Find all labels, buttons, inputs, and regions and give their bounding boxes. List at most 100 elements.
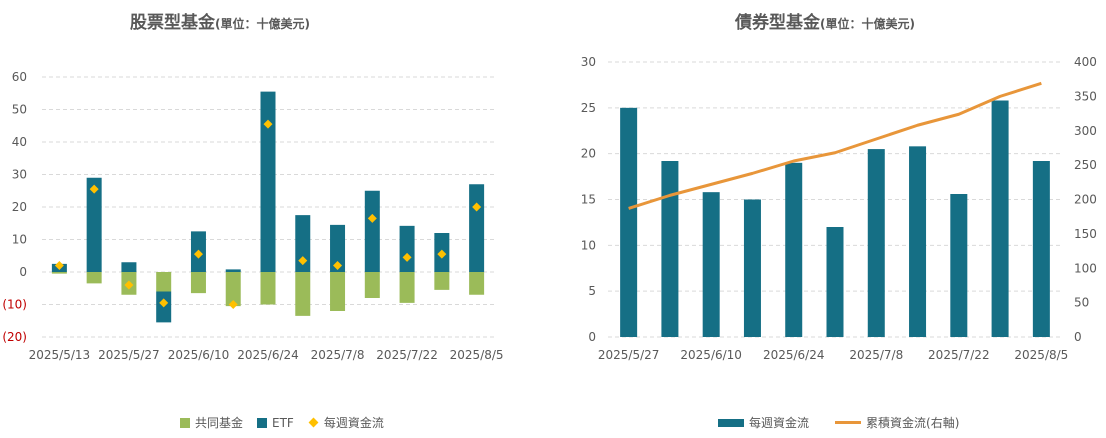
- bond-legend: 每週資金流 累積資金流(右軸): [718, 414, 959, 431]
- equity-marker-weekly-flow: [472, 202, 482, 212]
- equity-bar-mutual-fund: [399, 272, 415, 303]
- bond-bar-weekly-flow: [785, 162, 803, 337]
- equity-marker-weekly-flow: [333, 261, 343, 270]
- equity-bar-mutual-fund: [364, 272, 380, 298]
- equity-marker-weekly-flow: [159, 298, 169, 308]
- equity-title-unit: (單位：十億美元): [215, 17, 310, 31]
- bond-xtick-label: 2025/6/10: [680, 348, 742, 362]
- equity-bar-mutual-fund: [225, 272, 241, 307]
- legend-label-etf: ETF: [272, 415, 294, 430]
- bond-bar-weekly-flow: [743, 199, 761, 337]
- bond-bar-weekly-flow: [909, 146, 927, 337]
- bond-y2tick-label: 150: [1074, 227, 1097, 241]
- bond-ytick-label: 0: [588, 330, 596, 344]
- equity-ytick-label: (20): [2, 330, 27, 344]
- legend-swatch-bond-weekly-flow: [718, 418, 744, 427]
- equity-legend: 共同基金 ETF 每週資金流: [180, 414, 384, 431]
- equity-marker-weekly-flow: [228, 300, 238, 309]
- bond-line-cumulative-flow: [628, 81, 1042, 210]
- equity-xtick-label: 2025/7/8: [311, 348, 365, 362]
- legend-label-cumulative-flow: 累積資金流(右軸): [866, 416, 960, 430]
- equity-bar-etf: [225, 269, 241, 272]
- equity-bar-etf: [295, 215, 311, 272]
- bond-xtick-label: 2025/7/22: [928, 348, 990, 362]
- bond-xtick-label: 2025/6/24: [763, 348, 825, 362]
- equity-marker-weekly-flow: [193, 249, 203, 259]
- bond-bar-weekly-flow: [991, 100, 1009, 337]
- bond-xtick-label: 2025/7/8: [849, 348, 903, 362]
- equity-marker-weekly-flow: [54, 261, 64, 270]
- equity-bar-etf: [86, 177, 102, 272]
- bond-xtick-label: 2025/8/5: [1014, 348, 1068, 362]
- legend-item-weekly-flow: 每週資金流: [308, 414, 384, 431]
- equity-bar-mutual-fund: [86, 272, 102, 284]
- equity-ytick-label: (10): [2, 298, 27, 312]
- bond-title-unit: (單位：十億美元): [820, 17, 915, 31]
- equity-bar-mutual-fund: [190, 272, 206, 294]
- bond-bar-weekly-flow: [661, 161, 679, 337]
- bond-ytick-label: 15: [581, 193, 596, 207]
- bond-ytick-label: 25: [581, 101, 596, 115]
- legend-swatch-mutual-fund: [180, 417, 190, 428]
- equity-chart-title: 股票型基金(單位：十億美元): [0, 8, 440, 33]
- equity-ytick-label: 40: [12, 135, 27, 149]
- bond-bar-weekly-flow: [867, 149, 885, 337]
- bond-y2tick-label: 300: [1074, 124, 1097, 138]
- legend-item-mutual-fund: 共同基金: [180, 414, 243, 431]
- equity-marker-weekly-flow: [367, 213, 377, 223]
- bond-ytick-label: 5: [588, 284, 596, 298]
- equity-xtick-label: 2025/6/10: [168, 348, 230, 362]
- bond-bar-weekly-flow: [950, 194, 968, 337]
- equity-title-main: 股票型基金: [130, 13, 215, 33]
- bond-bar-weekly-flow: [620, 107, 638, 337]
- legend-label-bond-weekly-flow: 每週資金流: [749, 416, 810, 430]
- bond-bar-weekly-flow: [826, 227, 844, 337]
- legend-swatch-etf: [257, 417, 268, 428]
- bond-y2tick-label: 350: [1074, 89, 1097, 103]
- equity-bar-etf: [399, 225, 415, 272]
- equity-bar-etf: [330, 224, 346, 272]
- equity-bar-etf: [260, 91, 276, 272]
- bond-y2tick-label: 250: [1074, 158, 1097, 172]
- bond-y2tick-label: 200: [1074, 193, 1097, 207]
- bond-xtick-label: 2025/5/27: [598, 348, 660, 362]
- bond-ytick-label: 10: [581, 238, 596, 252]
- equity-bar-mutual-fund: [469, 272, 485, 295]
- equity-bar-etf: [469, 184, 485, 272]
- equity-xtick-label: 2025/6/24: [237, 348, 299, 362]
- bond-ytick-label: 30: [581, 55, 596, 69]
- equity-bar-mutual-fund: [260, 272, 276, 305]
- equity-bar-mutual-fund: [51, 272, 67, 274]
- equity-ytick-label: 10: [12, 233, 27, 247]
- bond-bar-weekly-flow: [702, 192, 720, 337]
- equity-bar-etf: [121, 262, 137, 272]
- bond-y2tick-label: 0: [1074, 330, 1082, 344]
- equity-ytick-label: 50: [12, 103, 27, 117]
- legend-label-mutual-fund: 共同基金: [195, 416, 244, 430]
- bond-y2tick-label: 50: [1074, 296, 1089, 310]
- bond-chart-title: 債券型基金(單位：十億美元): [560, 8, 1090, 33]
- equity-bar-mutual-fund: [295, 272, 311, 316]
- equity-ytick-label: 60: [12, 70, 27, 84]
- equity-marker-weekly-flow: [124, 280, 134, 290]
- legend-swatch-weekly-flow: [308, 417, 319, 428]
- equity-bar-mutual-fund: [330, 272, 346, 311]
- bond-y2tick-label: 100: [1074, 261, 1097, 275]
- equity-marker-weekly-flow: [437, 249, 447, 259]
- bond-bar-weekly-flow: [1032, 161, 1050, 337]
- equity-marker-weekly-flow: [263, 119, 273, 129]
- legend-label-weekly-flow: 每週資金流: [323, 416, 384, 430]
- equity-fund-chart: 60 50 40 30 20 10 0 (10) (20)2025/5/13 2025/5/27 2…: [2, 70, 503, 362]
- bond-fund-chart: 0510152025300501001502002503003504002025…: [581, 55, 1097, 362]
- equity-bar-etf: [364, 190, 380, 272]
- legend-item-etf: ETF: [257, 416, 294, 430]
- equity-bar-mutual-fund: [156, 272, 172, 292]
- legend-item-cumulative-flow: 累積資金流(右軸): [835, 414, 959, 431]
- equity-bar-mutual-fund: [434, 272, 450, 290]
- legend-item-bond-weekly-flow: 每週資金流: [718, 414, 809, 431]
- bond-ytick-label: 20: [581, 147, 596, 161]
- equity-xtick-label: 2025/7/22: [376, 348, 438, 362]
- equity-ytick-label: 30: [12, 168, 27, 182]
- equity-xtick-label: 2025/5/13: [29, 348, 91, 362]
